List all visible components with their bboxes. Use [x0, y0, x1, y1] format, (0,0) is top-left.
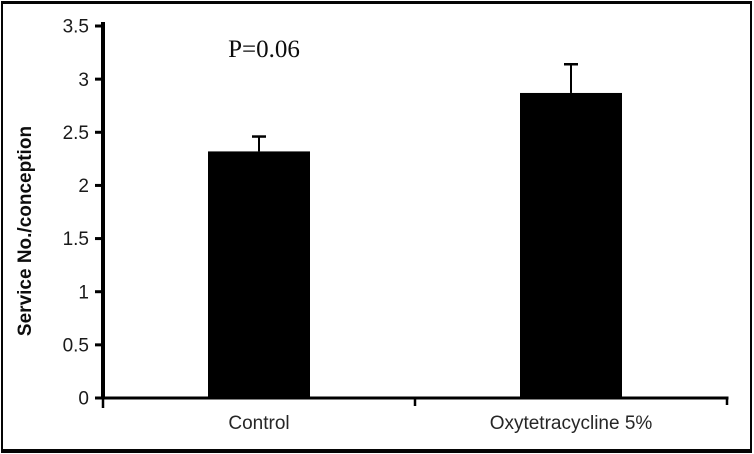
y-tick-label: 1.5 — [63, 229, 89, 250]
y-tick-label: 1 — [78, 282, 89, 303]
y-tick-label: 2.5 — [63, 123, 89, 144]
y-tick-label: 0 — [78, 389, 89, 410]
y-axis-title: Service No./conception — [15, 126, 36, 336]
y-tick-label: 0.5 — [63, 336, 89, 357]
bar — [520, 92, 622, 399]
y-tick-label: 2 — [78, 176, 89, 197]
plot-layer: Control Oxytetracycline 5% 0 0.5 1 1.5 2 2.5 3 3.… — [63, 17, 729, 434]
x-tick-label: Control — [228, 413, 289, 434]
x-tick-label: Oxytetracycline 5% — [490, 413, 653, 434]
y-tick-label: 3.5 — [63, 17, 89, 38]
bar — [208, 151, 310, 398]
y-tick-label: 3 — [78, 70, 89, 91]
p-value-annotation: P=0.06 — [228, 36, 300, 63]
